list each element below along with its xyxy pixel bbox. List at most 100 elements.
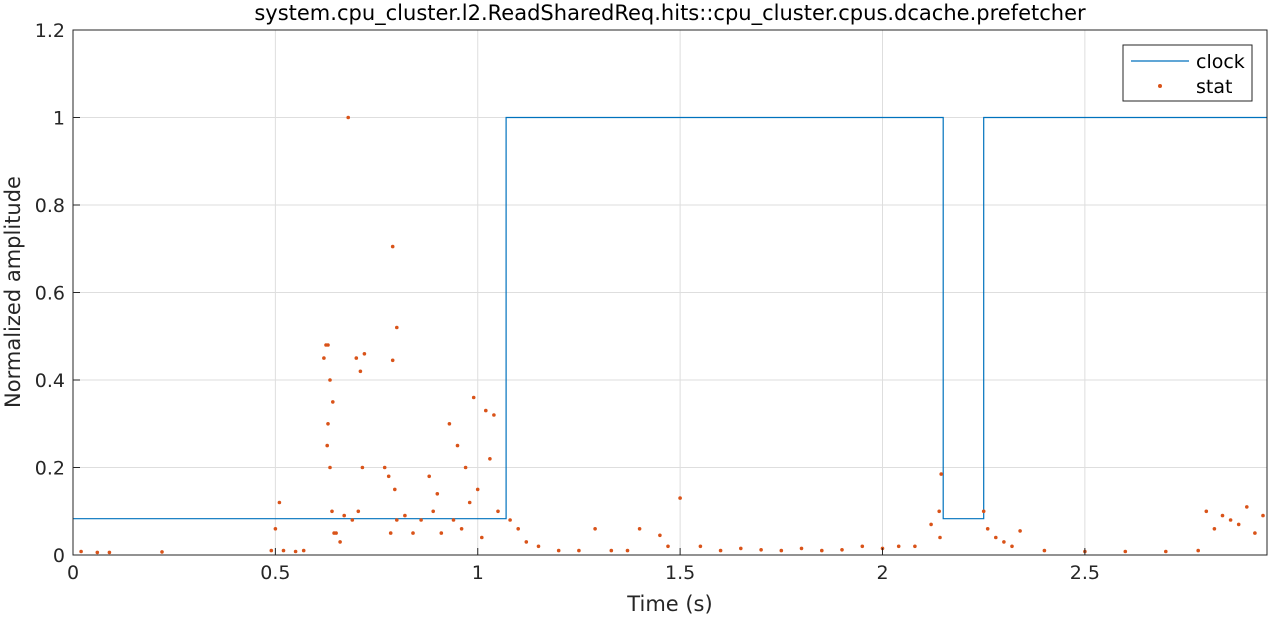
y-axis-label: Normalized amplitude	[1, 176, 25, 408]
legend-stat-label: stat	[1196, 76, 1232, 98]
stat-point	[362, 352, 367, 356]
stat-series	[79, 115, 1265, 555]
stat-point	[593, 527, 597, 531]
stat-point	[388, 531, 393, 535]
y-tick-label: 0.8	[35, 195, 65, 217]
stat-point	[301, 548, 306, 553]
stat-point	[467, 500, 472, 505]
stat-point	[484, 408, 488, 413]
legend: clock stat	[1122, 44, 1253, 102]
stat-point	[678, 496, 682, 500]
x-tick-label: 2	[876, 562, 888, 584]
stat-point	[435, 492, 440, 496]
stat-point	[1212, 527, 1217, 531]
stat-point	[820, 548, 824, 553]
x-tick-label: 0	[67, 562, 79, 584]
stat-point	[524, 540, 529, 544]
legend-box	[1122, 44, 1253, 102]
stat-point	[447, 422, 452, 426]
stat-point	[350, 518, 355, 522]
stat-point	[929, 522, 933, 527]
stat-point	[360, 465, 365, 470]
stat-point	[1204, 509, 1209, 514]
stat-point	[658, 533, 662, 538]
stat-point	[322, 356, 326, 360]
stat-point	[354, 356, 359, 360]
stat-point	[390, 358, 395, 363]
stat-point	[386, 474, 391, 479]
y-tick-label: 0	[53, 545, 65, 567]
stat-point	[496, 509, 500, 514]
stat-point	[475, 487, 480, 492]
stat-point	[439, 531, 444, 535]
legend-clock-label: clock	[1196, 51, 1245, 73]
stat-point	[419, 518, 423, 522]
stat-point	[390, 244, 395, 249]
stat-point	[281, 548, 286, 553]
stat-point	[382, 465, 387, 470]
stat-point	[395, 325, 399, 330]
stat-point	[331, 400, 335, 404]
stat-point	[427, 474, 432, 479]
stat-point	[1236, 522, 1241, 527]
stat-point	[346, 115, 351, 120]
stat-point	[293, 549, 298, 554]
stat-point	[985, 527, 990, 531]
stat-point	[326, 422, 330, 426]
stat-point	[1164, 549, 1168, 554]
stat-point	[799, 546, 804, 551]
stat-point	[666, 544, 670, 549]
stat-point	[328, 465, 332, 470]
stat-point	[759, 548, 763, 552]
stat-point	[334, 531, 338, 535]
stat-point	[393, 487, 397, 492]
stat-point	[330, 509, 334, 514]
x-tick-label: 0.5	[260, 562, 290, 584]
stat-point	[1018, 529, 1022, 533]
clock-line	[73, 116, 1267, 520]
stat-point	[79, 549, 83, 554]
stat-point	[516, 527, 520, 531]
stat-point	[492, 413, 496, 417]
clock-series	[73, 116, 1267, 520]
stat-point	[459, 527, 464, 531]
y-tick-label: 0.6	[35, 283, 65, 305]
stat-point	[395, 518, 399, 522]
stat-point	[411, 531, 415, 535]
stat-point	[939, 472, 943, 476]
stat-point	[1220, 513, 1225, 518]
stat-point	[356, 509, 361, 514]
stat-point	[508, 518, 512, 522]
y-tick-label: 0.4	[35, 370, 65, 392]
stat-point	[160, 550, 164, 554]
y-tick-label: 1	[53, 108, 65, 130]
stat-point	[1196, 548, 1200, 553]
stat-point	[1010, 544, 1014, 549]
chart-title: system.cpu_cluster.l2.ReadSharedReq.hits…	[254, 1, 1086, 26]
stat-point	[938, 535, 942, 540]
stat-point	[1261, 513, 1265, 518]
stat-point	[896, 544, 901, 549]
stat-point	[328, 378, 332, 382]
stat-point	[718, 548, 723, 553]
stat-point	[403, 513, 407, 518]
stat-point	[488, 457, 492, 461]
stat-point	[431, 509, 436, 514]
stat-point	[358, 369, 363, 374]
stat-point	[937, 509, 941, 514]
stat-point	[342, 513, 347, 518]
x-axis-label: Time (s)	[626, 592, 712, 616]
stat-point	[463, 465, 468, 470]
stat-point	[107, 550, 112, 555]
x-tick-label: 1	[472, 562, 484, 584]
stat-point	[1245, 505, 1249, 509]
y-tick-label: 0.2	[35, 458, 65, 480]
stat-point	[338, 540, 342, 544]
stat-point	[455, 443, 460, 448]
stat-point	[471, 395, 476, 400]
x-tick-label: 1.5	[665, 562, 695, 584]
stat-point	[1228, 518, 1233, 522]
stat-point	[325, 443, 330, 448]
stat-point	[609, 548, 614, 553]
